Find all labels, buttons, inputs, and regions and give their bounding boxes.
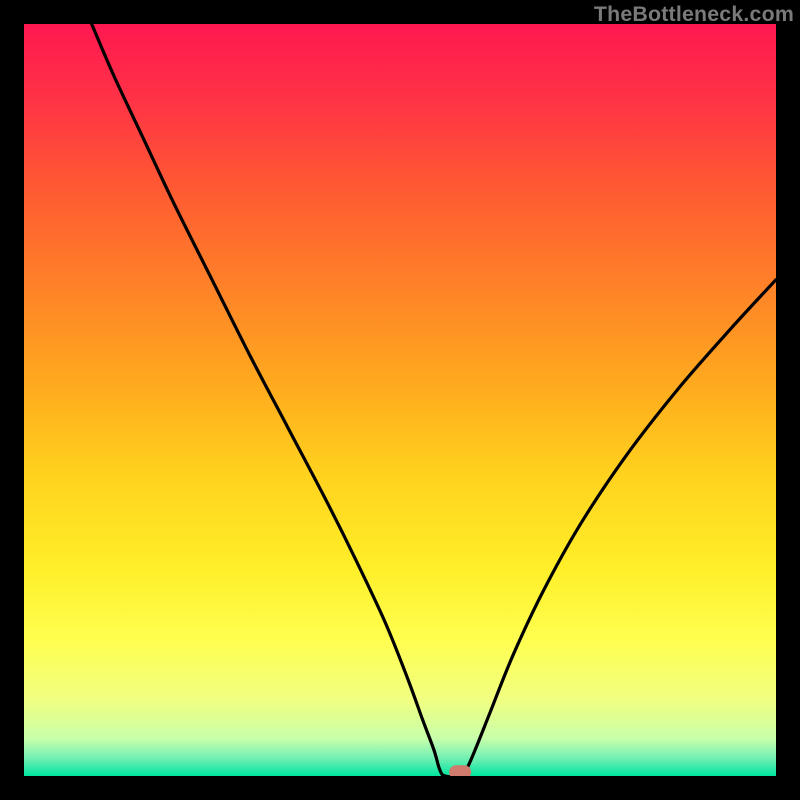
source-watermark: TheBottleneck.com	[594, 2, 794, 27]
bottleneck-chart	[0, 0, 800, 800]
plot-background	[24, 24, 776, 776]
chart-root: TheBottleneck.com	[0, 0, 800, 800]
